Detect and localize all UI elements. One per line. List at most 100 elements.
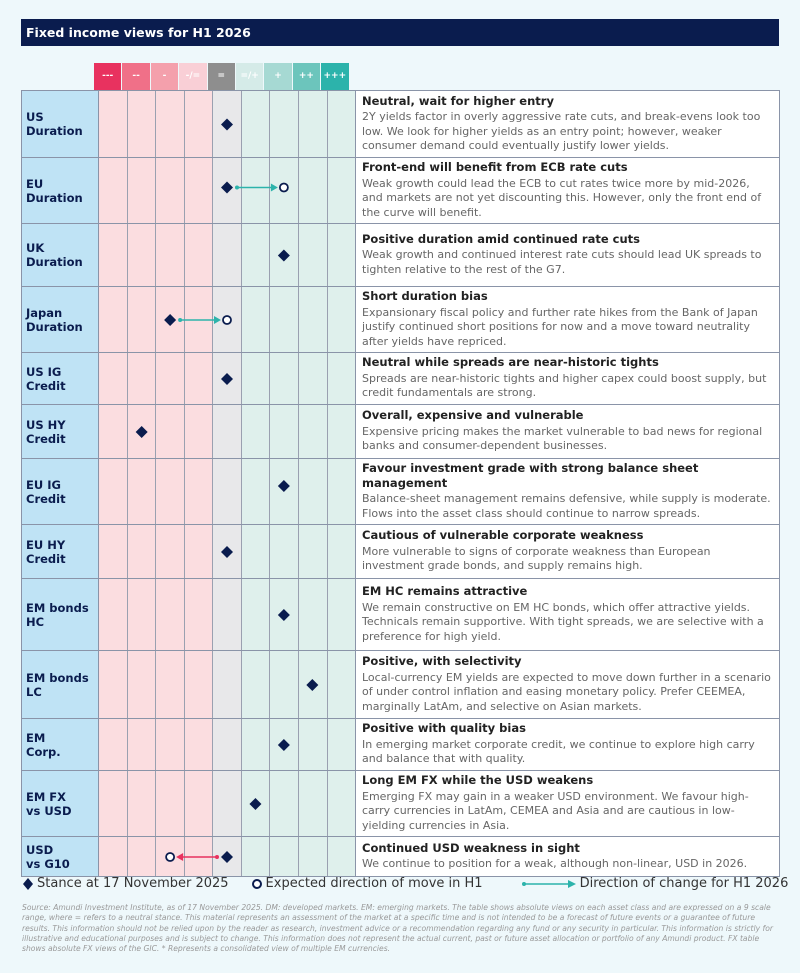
views-table: US Duration Neutral, wait for higher entr… [21, 90, 780, 877]
scale-column [184, 771, 214, 836]
stance-marker [249, 798, 262, 810]
expected-direction-marker [222, 315, 232, 325]
asset-label: EU Duration [21, 157, 99, 224]
stance-marker [164, 314, 177, 326]
view-headline: Front-end will benefit from ECB rate cut… [362, 160, 628, 174]
scale-column [127, 771, 157, 836]
scale-column [213, 405, 242, 458]
arrow-head [214, 316, 221, 324]
scale-column [99, 224, 128, 286]
stance-marker [135, 426, 148, 438]
scale-column [298, 459, 328, 524]
scale-cell [98, 524, 356, 579]
asset-label-line: EU HY [26, 537, 66, 552]
scale-column [298, 719, 328, 770]
scale-column [156, 459, 185, 524]
asset-label: EU IG Credit [21, 458, 99, 525]
table-row: US Duration Neutral, wait for higher entr… [21, 90, 780, 158]
table-row: USD vs G10 Continued USD weakness in sigh… [21, 836, 780, 877]
table-row: UK Duration Positive duration amid contin… [21, 223, 780, 287]
asset-label-line: US HY [26, 417, 66, 432]
chart-title: Fixed income views for H1 2026 [21, 19, 779, 46]
view-text: Neutral while spreads are near-historic … [355, 352, 780, 405]
view-headline: Cautious of vulnerable corporate weaknes… [362, 528, 644, 543]
scale-cell [98, 157, 356, 224]
scale-column [241, 459, 271, 524]
view-headline: Neutral, wait for higher entry [362, 93, 554, 108]
view-description: More vulnerable to signs of corporate we… [362, 544, 711, 573]
scale-column [241, 579, 271, 650]
scale-label: -/= [179, 63, 208, 90]
scale-column [156, 771, 185, 836]
stance-marker [221, 181, 233, 194]
scale-column [241, 158, 271, 223]
scale-column [156, 525, 185, 578]
scale-column [241, 525, 271, 578]
scale-column [127, 525, 157, 578]
scale-column [156, 353, 185, 404]
arrow-head [176, 853, 184, 861]
marker-layer [221, 546, 233, 558]
view-text: Long EM FX while the USD weakens Emerging… [355, 770, 780, 837]
scale-column [298, 287, 328, 352]
asset-label: US Duration [21, 90, 99, 158]
view-headline: Neutral while spreads are near-historic … [362, 355, 659, 370]
scale-column [298, 525, 328, 578]
stance-marker [277, 480, 290, 492]
scale-column [298, 91, 328, 157]
table-row: US IG Credit Neutral while spreads are ne… [21, 352, 780, 405]
asset-label-line: Credit [26, 491, 66, 506]
asset-label-line: EM bonds [26, 600, 89, 615]
asset-label-line: US [26, 110, 44, 124]
scale-column [127, 651, 157, 718]
legend-stance: Stance at 17 November 2025 [22, 876, 229, 891]
scale-column [99, 287, 128, 352]
scale-column [327, 405, 356, 458]
scale-column [327, 459, 356, 524]
scale-column [270, 405, 299, 458]
asset-label: EM bonds HC [21, 578, 99, 651]
view-text: Overall, expensive and vulnerable Expensi… [355, 404, 780, 459]
view-headline: Long EM FX while the USD weakens [362, 773, 594, 787]
asset-label-line: USD [26, 842, 54, 857]
scale-column [270, 525, 299, 578]
scale-column [184, 719, 214, 770]
circle-icon [251, 878, 262, 889]
scale-column [241, 287, 271, 352]
legend-direction: Direction of change for H1 2026 [521, 876, 788, 891]
scale-cell [98, 286, 356, 353]
scale-column [241, 353, 271, 404]
scale-column [213, 224, 242, 286]
scale-cell [98, 836, 356, 877]
stance-marker [221, 546, 233, 558]
table-row: Japan Duration Short duration bias Expansi… [21, 286, 780, 353]
view-headline: Positive, with selectivity [362, 654, 522, 668]
asset-label-line: HC [26, 614, 45, 629]
scale-column [184, 224, 214, 286]
marker-layer [277, 249, 290, 262]
scale-column [327, 287, 356, 352]
view-description: In emerging market corporate credit, we … [362, 737, 755, 766]
scale-column [298, 158, 328, 223]
asset-label-line: Corp. [26, 744, 61, 759]
scale-label: -- [122, 63, 151, 90]
view-text: EM HC remains attractive We remain constr… [355, 578, 780, 651]
scale-column [99, 525, 128, 578]
scale-column [241, 837, 271, 876]
marker-layer [221, 181, 289, 194]
scale-column [99, 459, 128, 524]
scale-column [156, 405, 185, 458]
view-headline: Continued USD weakness in sight [362, 840, 580, 855]
scale-column [184, 651, 214, 718]
scale-column [184, 353, 214, 404]
view-headline: Short duration bias [362, 289, 488, 303]
view-text: Positive with quality bias In emerging ma… [355, 718, 780, 771]
scale-column [270, 91, 299, 157]
scale-column [156, 579, 185, 650]
view-text: Front-end will benefit from ECB rate cut… [355, 157, 780, 224]
scale-column [270, 651, 299, 718]
scale-column [156, 651, 185, 718]
table-row: EM Corp. Positive with quality bias In eme… [21, 718, 780, 771]
scale-column [127, 224, 157, 286]
asset-label: EU HY Credit [21, 524, 99, 579]
